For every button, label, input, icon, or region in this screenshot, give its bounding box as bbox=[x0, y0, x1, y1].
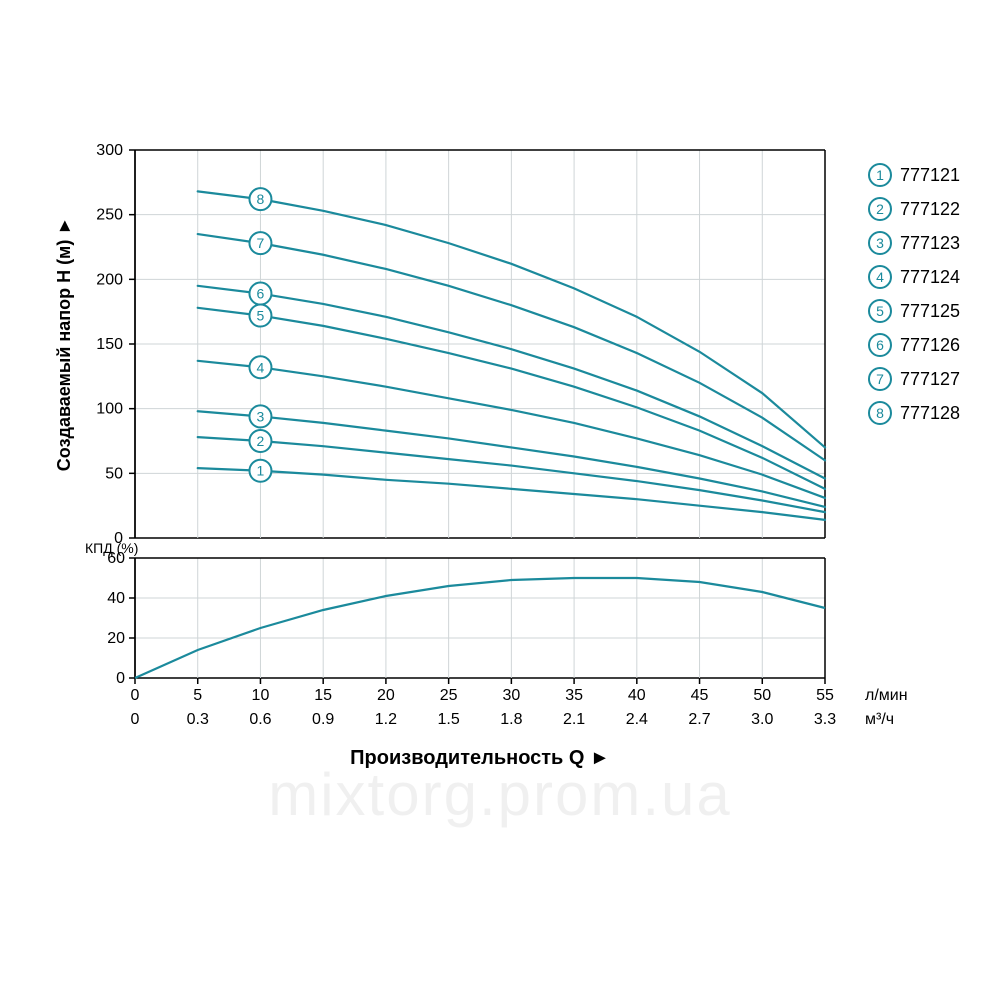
svg-text:0: 0 bbox=[116, 670, 125, 687]
svg-text:0: 0 bbox=[131, 687, 140, 704]
legend-label-2: 777122 bbox=[900, 199, 960, 219]
x-axis-label: Производительность Q ► bbox=[350, 747, 610, 769]
svg-text:3: 3 bbox=[257, 408, 265, 424]
svg-text:0.6: 0.6 bbox=[249, 711, 271, 728]
svg-text:40: 40 bbox=[107, 590, 125, 607]
svg-text:6: 6 bbox=[876, 337, 884, 353]
legend-label-6: 777126 bbox=[900, 335, 960, 355]
svg-text:35: 35 bbox=[565, 687, 583, 704]
legend-label-1: 777121 bbox=[900, 165, 960, 185]
svg-text:8: 8 bbox=[876, 405, 884, 421]
svg-text:15: 15 bbox=[314, 687, 332, 704]
svg-text:30: 30 bbox=[502, 687, 520, 704]
svg-text:4: 4 bbox=[257, 359, 265, 375]
legend-label-7: 777127 bbox=[900, 369, 960, 389]
svg-text:55: 55 bbox=[816, 687, 834, 704]
svg-text:250: 250 bbox=[96, 207, 123, 224]
x-unit-m3h: м³/ч bbox=[865, 711, 894, 728]
svg-text:1: 1 bbox=[876, 167, 884, 183]
svg-text:2: 2 bbox=[876, 201, 884, 217]
svg-text:25: 25 bbox=[440, 687, 458, 704]
legend-label-8: 777128 bbox=[900, 403, 960, 423]
svg-text:1.5: 1.5 bbox=[438, 711, 460, 728]
svg-text:7: 7 bbox=[876, 371, 884, 387]
legend-label-4: 777124 bbox=[900, 267, 960, 287]
svg-text:3.0: 3.0 bbox=[751, 711, 773, 728]
svg-text:1: 1 bbox=[257, 463, 265, 479]
svg-text:200: 200 bbox=[96, 271, 123, 288]
svg-text:5: 5 bbox=[876, 303, 884, 319]
svg-text:2.1: 2.1 bbox=[563, 711, 585, 728]
svg-text:50: 50 bbox=[105, 465, 123, 482]
legend-label-5: 777125 bbox=[900, 301, 960, 321]
svg-text:4: 4 bbox=[876, 269, 884, 285]
svg-text:7: 7 bbox=[257, 235, 265, 251]
svg-text:1.8: 1.8 bbox=[500, 711, 522, 728]
svg-text:0.9: 0.9 bbox=[312, 711, 334, 728]
svg-text:100: 100 bbox=[96, 401, 123, 418]
svg-text:2.7: 2.7 bbox=[688, 711, 710, 728]
svg-text:20: 20 bbox=[377, 687, 395, 704]
svg-text:45: 45 bbox=[691, 687, 709, 704]
svg-text:3: 3 bbox=[876, 235, 884, 251]
svg-text:10: 10 bbox=[252, 687, 270, 704]
svg-text:2: 2 bbox=[257, 433, 265, 449]
svg-text:5: 5 bbox=[193, 687, 202, 704]
y-axis-label: Создаваемый напор Н (м) ► bbox=[54, 217, 74, 471]
svg-text:20: 20 bbox=[107, 630, 125, 647]
svg-text:0: 0 bbox=[131, 711, 140, 728]
legend-label-3: 777123 bbox=[900, 233, 960, 253]
svg-text:6: 6 bbox=[257, 286, 265, 302]
svg-text:2.4: 2.4 bbox=[626, 711, 648, 728]
svg-text:0.3: 0.3 bbox=[187, 711, 209, 728]
svg-text:60: 60 bbox=[107, 550, 125, 567]
svg-text:1.2: 1.2 bbox=[375, 711, 397, 728]
kpd-curve bbox=[135, 578, 825, 678]
pump-performance-chart: 05010015020025030012345678Создаваемый на… bbox=[0, 0, 1000, 1000]
svg-text:3.3: 3.3 bbox=[814, 711, 836, 728]
svg-text:5: 5 bbox=[257, 308, 265, 324]
svg-text:50: 50 bbox=[753, 687, 771, 704]
x-unit-lmin: л/мин bbox=[865, 687, 908, 704]
svg-text:300: 300 bbox=[96, 142, 123, 159]
svg-text:40: 40 bbox=[628, 687, 646, 704]
svg-text:150: 150 bbox=[96, 336, 123, 353]
svg-text:8: 8 bbox=[257, 191, 265, 207]
